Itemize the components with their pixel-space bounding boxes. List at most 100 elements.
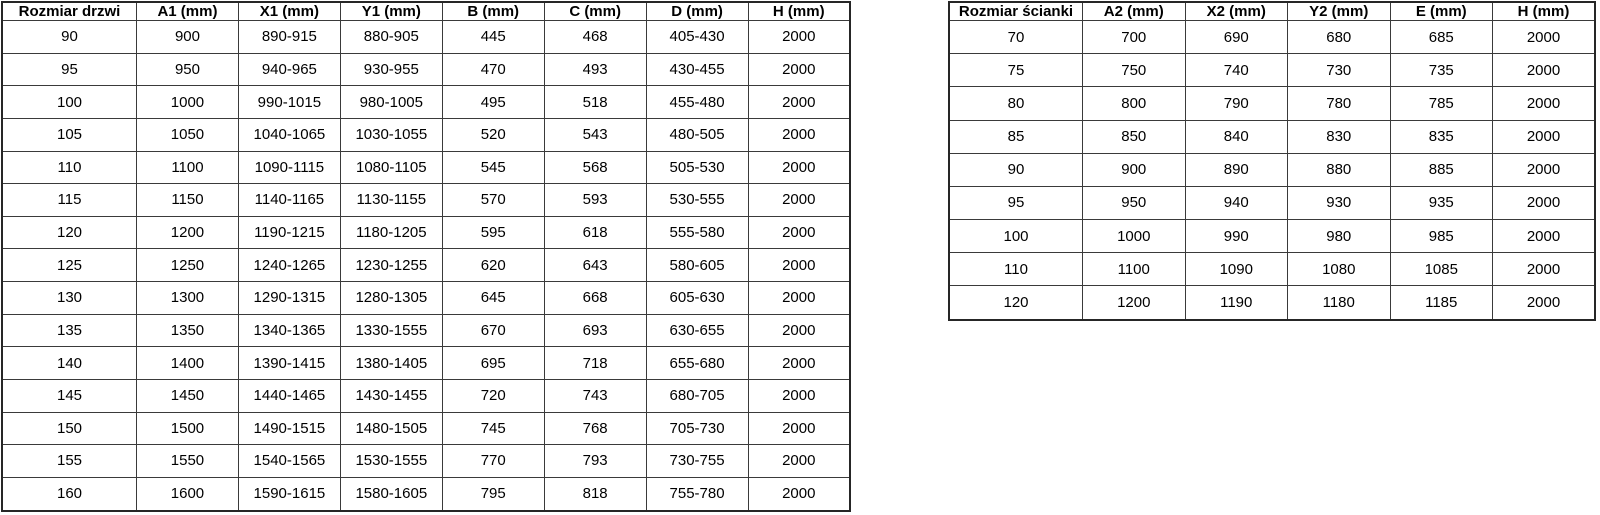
table-cell: 1090-1115 [237, 150, 341, 185]
table-cell: 900 [1082, 152, 1186, 187]
table-cell: 1200 [136, 215, 239, 250]
table-cell: 1080-1105 [339, 150, 443, 185]
table-cell: 2000 [1492, 86, 1596, 121]
table-cell: 1250 [136, 248, 239, 282]
table-cell: 90 [948, 152, 1083, 187]
table-cell: 1330-1555 [339, 313, 443, 348]
table-cell: 1080 [1287, 252, 1391, 287]
table-cell: 2000 [747, 20, 851, 54]
table-cell: 2000 [747, 85, 851, 119]
table-cell: 2000 [747, 150, 851, 185]
column-header: X2 (mm) [1184, 1, 1288, 21]
table-cell: 750 [1082, 53, 1186, 88]
table-cell: 150 [1, 411, 137, 446]
table-cell: 140 [1, 346, 137, 380]
table-cell: 120 [948, 285, 1083, 321]
table-cell: 70 [948, 19, 1083, 55]
table-cell: 100 [1, 85, 137, 119]
table-cell: 685 [1389, 19, 1493, 55]
table-cell: 680 [1287, 19, 1391, 55]
table-cell: 885 [1389, 152, 1493, 187]
table-cell: 110 [948, 252, 1083, 287]
table-cell: 985 [1389, 219, 1493, 254]
table-cell: 2000 [747, 215, 851, 250]
table-cell: 1350 [136, 313, 239, 348]
table-cell: 545 [441, 150, 545, 185]
column-header: A2 (mm) [1082, 1, 1186, 21]
table-cell: 740 [1184, 53, 1288, 88]
table-cell: 1590-1615 [237, 476, 341, 512]
table-row: 110 1100 1090-1115 1080-1105 545 568 505-530 20… [1, 150, 851, 185]
table-cell: 1490-1515 [237, 411, 341, 446]
table-cell: 680-705 [645, 378, 749, 413]
table-cell: 1030-1055 [339, 117, 443, 152]
table-cell: 930-955 [339, 52, 443, 87]
table-cell: 568 [543, 150, 647, 185]
column-header: B (mm) [441, 1, 545, 21]
table-cell: 1000 [136, 85, 239, 119]
table-cell: 470 [441, 52, 545, 87]
table-cell: 1550 [136, 444, 239, 478]
table-cell: 555-580 [645, 215, 749, 250]
table-row: 100 1000 990 980 985 2000 [948, 219, 1596, 254]
table-cell: 135 [1, 313, 137, 348]
table-cell: 980-1005 [339, 85, 443, 119]
table-cell: 620 [441, 248, 545, 282]
table-cell: 770 [441, 444, 545, 478]
table-cell: 668 [543, 281, 647, 315]
table-row: 75 750 740 730 735 2000 [948, 53, 1596, 88]
table-cell: 75 [948, 53, 1083, 88]
table-cell: 455-480 [645, 85, 749, 119]
table-cell: 95 [948, 185, 1083, 221]
table-row: 80 800 790 780 785 2000 [948, 86, 1596, 121]
table-cell: 2000 [747, 378, 851, 413]
table-cell: 890-915 [237, 20, 341, 54]
table-cell: 2000 [747, 476, 851, 512]
wall-size-table: Rozmiar ścianki A2 (mm) X2 (mm) Y2 (mm) E (m… [948, 1, 1596, 321]
table-cell: 1580-1605 [339, 476, 443, 512]
table-cell: 1300 [136, 281, 239, 315]
table-cell: 1400 [136, 346, 239, 380]
table-cell: 645 [441, 281, 545, 315]
table-cell: 530-555 [645, 183, 749, 217]
table-cell: 950 [1082, 185, 1186, 221]
table-cell: 720 [441, 378, 545, 413]
table-cell: 480-505 [645, 117, 749, 152]
table-cell: 85 [948, 119, 1083, 154]
table-cell: 1190 [1184, 285, 1288, 321]
table-cell: 2000 [1492, 219, 1596, 254]
table-cell: 1050 [136, 117, 239, 152]
table-row: 95 950 940 930 935 2000 [948, 185, 1596, 221]
table-row: 110 1100 1090 1080 1085 2000 [948, 252, 1596, 287]
table-cell: 818 [543, 476, 647, 512]
table-row: 90 900 890-915 880-905 445 468 405-430 2000 [1, 20, 851, 54]
table-cell: 1085 [1389, 252, 1493, 287]
table-cell: 1150 [136, 183, 239, 217]
table-cell: 785 [1389, 86, 1493, 121]
table-cell: 880 [1287, 152, 1391, 187]
table-cell: 693 [543, 313, 647, 348]
header-row: Rozmiar drzwi A1 (mm) X1 (mm) Y1 (mm) B (mm)… [1, 1, 851, 21]
table-cell: 695 [441, 346, 545, 380]
table-cell: 935 [1389, 185, 1493, 221]
table-cell: 1290-1315 [237, 281, 341, 315]
table-cell: 2000 [1492, 53, 1596, 88]
table-cell: 495 [441, 85, 545, 119]
table-row: 160 1600 1590-1615 1580-1605 795 818 755-780 20… [1, 476, 851, 512]
table-cell: 605-630 [645, 281, 749, 315]
table-cell: 880-905 [339, 20, 443, 54]
table-cell: 2000 [747, 313, 851, 348]
table-row: 90 900 890 880 885 2000 [948, 152, 1596, 187]
table-row: 135 1350 1340-1365 1330-1555 670 693 630-655 20… [1, 313, 851, 348]
table-cell: 2000 [1492, 285, 1596, 321]
column-header: A1 (mm) [136, 1, 239, 21]
table-cell: 593 [543, 183, 647, 217]
table-cell: 595 [441, 215, 545, 250]
table-cell: 160 [1, 476, 137, 512]
table-cell: 1100 [136, 150, 239, 185]
table-cell: 900 [136, 20, 239, 54]
table-cell: 468 [543, 20, 647, 54]
table-cell: 2000 [747, 444, 851, 478]
table-row: 130 1300 1290-1315 1280-1305 645 668 605-630 20… [1, 281, 851, 315]
column-header: E (mm) [1389, 1, 1493, 21]
